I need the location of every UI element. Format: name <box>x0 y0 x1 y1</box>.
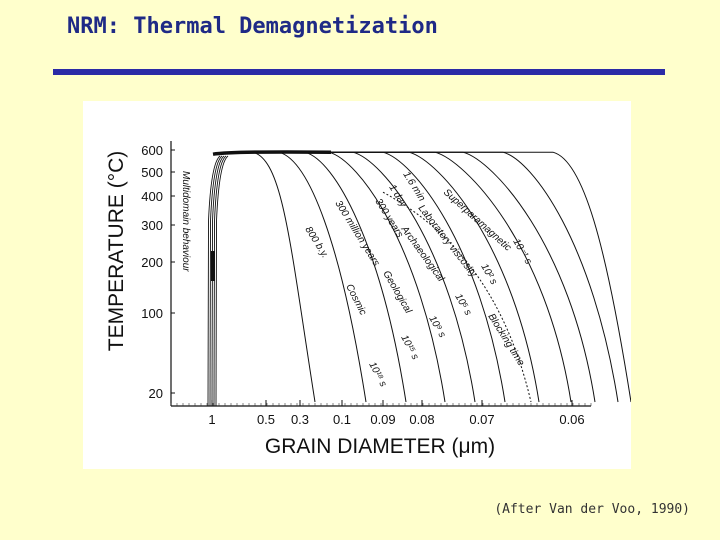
blocking-time-curve <box>382 191 532 403</box>
blocking-curve <box>223 151 367 403</box>
multidomain-curve <box>215 155 229 407</box>
blocking-curve <box>223 151 316 403</box>
chart-figure: 600 500 400 300 200 100 20 1 0.5 0.3 0.1 0.09 0.08 0.… <box>83 101 631 469</box>
x-tick-label: 1 <box>208 412 215 427</box>
x-tick-label: 0.5 <box>257 412 275 427</box>
x-tick-label: 0.07 <box>469 412 494 427</box>
chart-labels: Multidomain behaviour 800 b.y. 300 million… <box>180 170 534 389</box>
multidomain-curve <box>211 155 225 407</box>
chart-annotation: 10¹⁵ s <box>398 333 420 362</box>
chart-annotation: 10⁻¹ s <box>510 237 533 266</box>
y-tick-label: 200 <box>141 255 163 270</box>
y-axis-title: TEMPERATURE (°C) <box>105 151 128 352</box>
x-tick-label: 0.09 <box>370 412 395 427</box>
chart-annotation: Geological <box>380 269 414 316</box>
multidomain-curve <box>209 155 223 407</box>
chart-axes: 600 500 400 300 200 100 20 1 0.5 0.3 0.1 0.09 0.08 0.… <box>105 141 592 458</box>
blocking-curve <box>223 151 596 403</box>
chart-annotation: Multidomain behaviour <box>180 171 191 272</box>
citation: (After Van der Voo, 1990) <box>494 502 690 517</box>
y-tick-label: 400 <box>141 189 163 204</box>
x-tick-label: 0.06 <box>559 412 584 427</box>
y-tick-label: 300 <box>141 218 163 233</box>
blocking-curve <box>223 151 506 403</box>
x-tick-label: 0.1 <box>333 412 351 427</box>
y-tick-label: 20 <box>149 386 163 401</box>
y-tick-label: 500 <box>141 165 163 180</box>
chart-annotation: 800 b.y. <box>302 225 330 260</box>
y-tick-label: 600 <box>141 143 163 158</box>
blocking-curve <box>223 151 407 403</box>
blocking-curve <box>223 151 446 403</box>
slide-title: NRM: Thermal Demagnetization <box>67 14 438 39</box>
x-axis-title: GRAIN DIAMETER (μm) <box>265 435 495 458</box>
chart-annotation: 300 million years <box>332 199 381 268</box>
y-tick-label: 100 <box>141 306 163 321</box>
plot-lines <box>207 150 631 407</box>
chart-annotation: 10² s <box>478 262 499 287</box>
blocking-curve <box>223 151 631 403</box>
chart-annotation: 10¹⁸ s <box>366 360 388 389</box>
blocking-curve <box>223 151 540 403</box>
blocking-curve <box>223 151 476 403</box>
x-tick-label: 0.3 <box>291 412 309 427</box>
blocking-curve <box>223 151 572 403</box>
multidomain-curve <box>213 155 227 407</box>
multidomain-curve <box>207 155 221 407</box>
blocking-temperature-chart: 600 500 400 300 200 100 20 1 0.5 0.3 0.1 0.09 0.08 0.… <box>105 141 631 458</box>
x-tick-label: 0.08 <box>409 412 434 427</box>
blocking-curve <box>223 151 619 403</box>
title-rule <box>53 69 665 75</box>
